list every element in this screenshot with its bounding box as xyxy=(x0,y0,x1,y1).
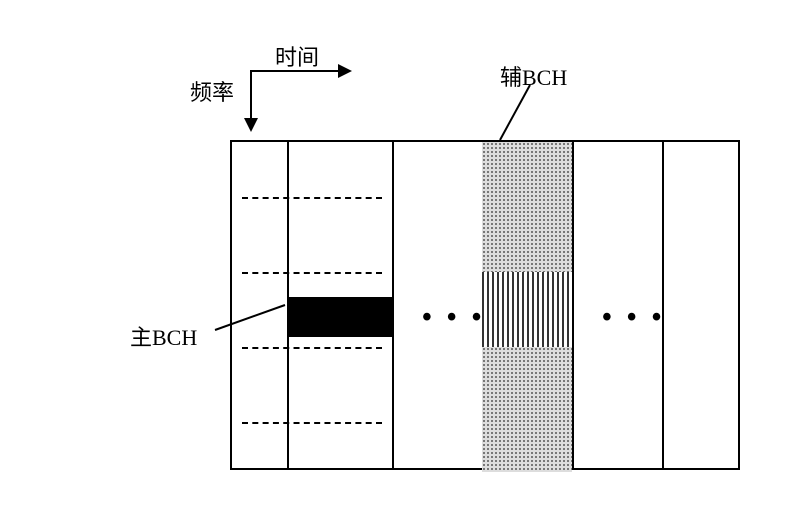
grid-hline-dashed xyxy=(242,422,382,424)
time-axis-arrow xyxy=(250,70,350,72)
axis-label-time: 时间 xyxy=(275,40,319,72)
grid-hline-dashed xyxy=(242,197,382,199)
grid-hline-dashed xyxy=(242,347,382,349)
main-leader-line xyxy=(210,300,290,340)
aux-bch-segment-bot xyxy=(482,347,572,472)
main-bch-label: 主BCH xyxy=(130,320,197,352)
grid-vline xyxy=(572,142,574,468)
ellipsis-left: • • • xyxy=(422,302,485,334)
diagram-container: 时间 频率 辅BCH • • • • • • 主BCH xyxy=(100,40,750,490)
main-bch-block xyxy=(287,297,392,337)
aux-bch-segment-top xyxy=(482,142,572,272)
aux-bch-segment-mid xyxy=(482,272,572,347)
grid-vline xyxy=(392,142,394,468)
ellipsis-right: • • • xyxy=(602,302,665,334)
time-freq-grid: • • • • • • xyxy=(230,140,740,470)
main-bch-text: 主BCH xyxy=(130,325,197,350)
axis-label-freq: 频率 xyxy=(190,75,234,107)
aux-leader-line xyxy=(495,80,545,145)
freq-axis-arrow xyxy=(250,70,252,130)
grid-hline-dashed xyxy=(242,272,382,274)
